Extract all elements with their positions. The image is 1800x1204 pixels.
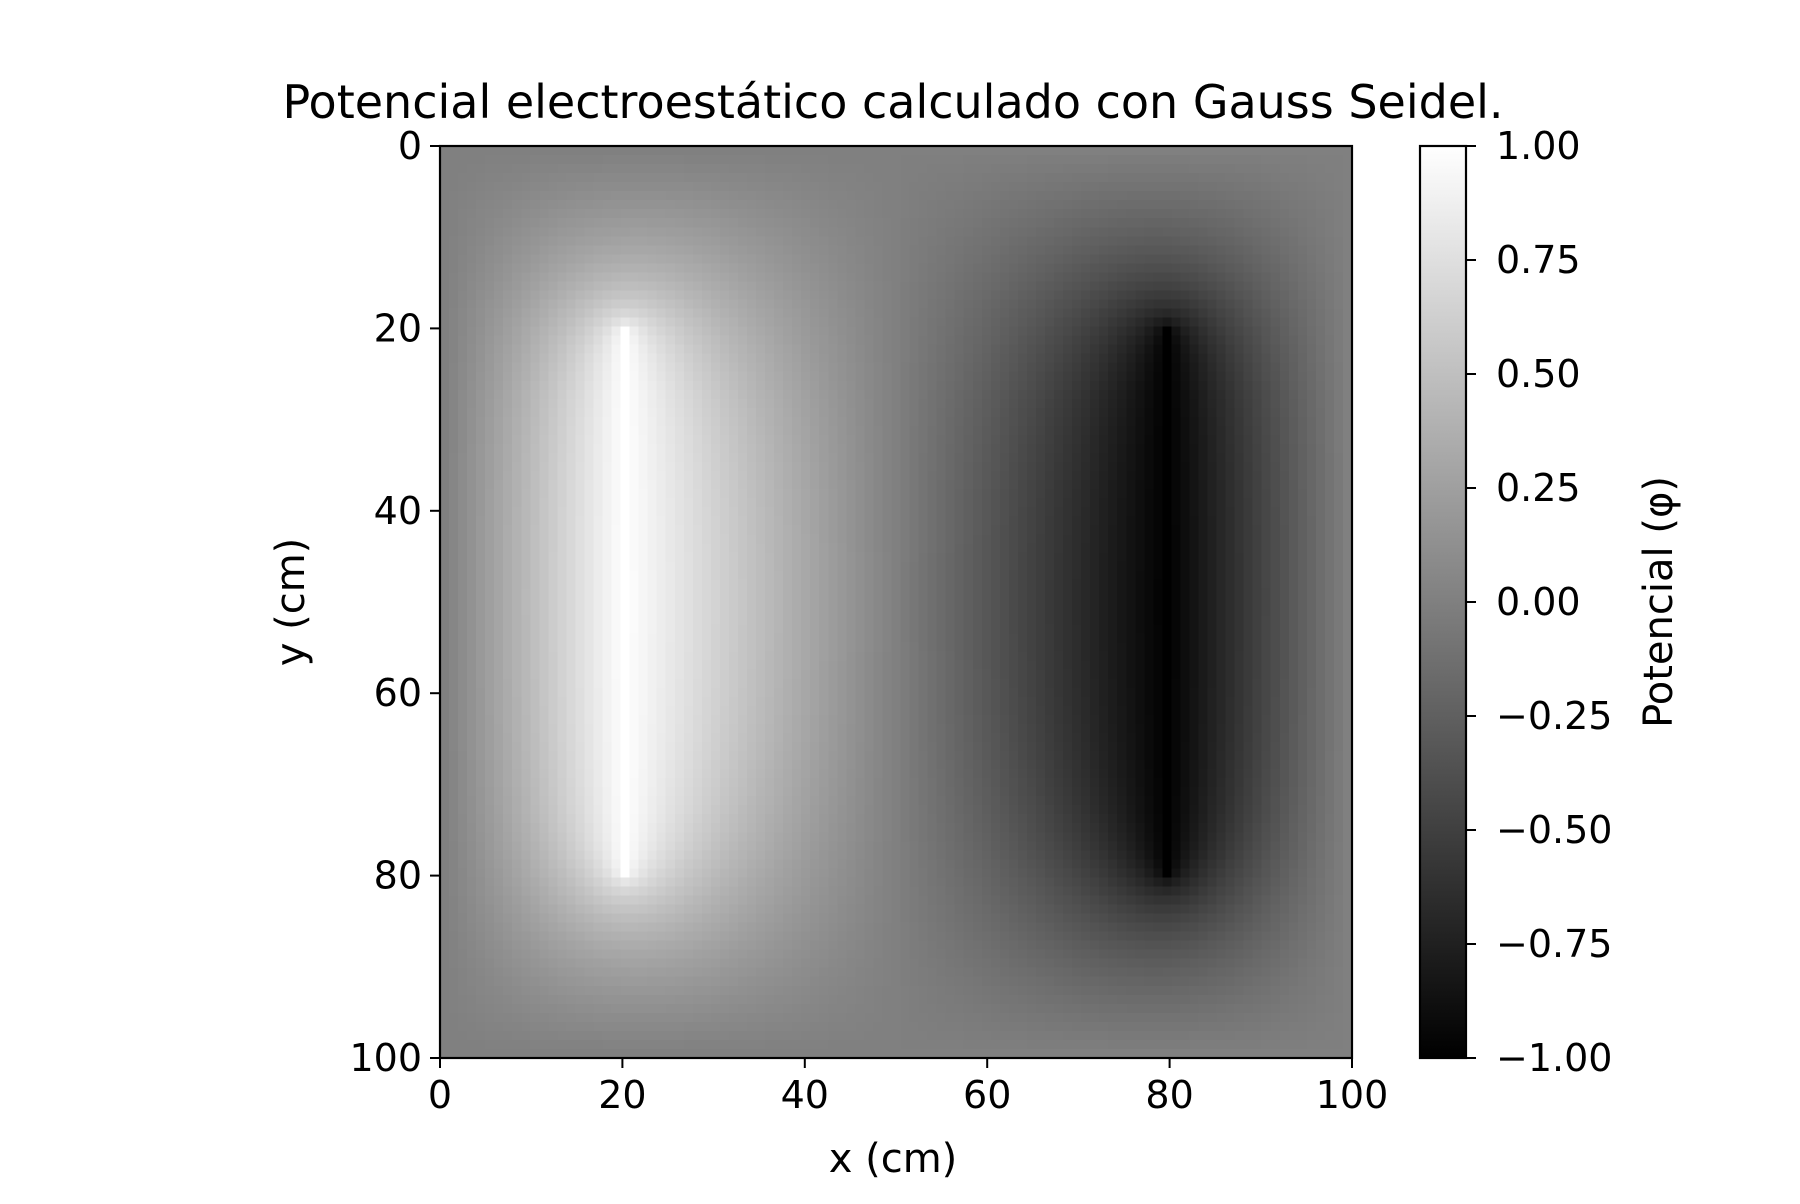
x-axis-title: x (cm) <box>829 1136 958 1182</box>
colorbar-title: Potencial (φ) <box>1636 476 1682 728</box>
colorbar-tick-label: 0.25 <box>1496 466 1581 510</box>
plot-area <box>438 144 1354 1060</box>
plot-frame <box>438 144 1354 1060</box>
x-tick-label: 100 <box>1316 1073 1389 1117</box>
x-tick-label: 60 <box>963 1073 1011 1117</box>
colorbar-tick-label: −0.25 <box>1496 694 1612 738</box>
colorbar-tick-label: 0.50 <box>1496 352 1581 396</box>
colorbar-ticks: 1.00 0.75 0.50 0.25 0.00 −0.25 −0.50 −0.75 −1.00 <box>1466 124 1612 1080</box>
colorbar: 1.00 0.75 0.50 0.25 0.00 −0.25 −0.50 −0.75 −1.00 <box>1418 124 1612 1080</box>
y-axis: 0 20 40 60 80 100 <box>349 124 440 1080</box>
colorbar-tick-label: 0.75 <box>1496 238 1581 282</box>
x-tick-label: 20 <box>598 1073 646 1117</box>
colorbar-tick-label: 0.00 <box>1496 580 1581 624</box>
chart-title: Potencial electroestático calculado con … <box>282 75 1503 129</box>
x-tick-label: 80 <box>1145 1073 1193 1117</box>
colorbar-tick-label: −1.00 <box>1496 1036 1612 1080</box>
y-tick-label: 80 <box>374 854 422 898</box>
x-tick-label: 0 <box>428 1073 452 1117</box>
y-tick-label: 0 <box>398 124 422 168</box>
colorbar-tick-label: 1.00 <box>1496 124 1581 168</box>
y-tick-label: 100 <box>349 1036 422 1080</box>
colorbar-gradient <box>1418 144 1468 1060</box>
colorbar-tick-label: −0.75 <box>1496 922 1612 966</box>
y-axis-title: y (cm) <box>268 538 314 667</box>
colorbar-tick-label: −0.50 <box>1496 808 1612 852</box>
y-tick-label: 60 <box>374 671 422 715</box>
x-tick-label: 40 <box>781 1073 829 1117</box>
potential-heatmap <box>440 146 1352 1058</box>
y-tick-label: 20 <box>374 306 422 350</box>
y-tick-label: 40 <box>374 489 422 533</box>
x-axis: 0 20 40 60 80 100 <box>428 1058 1388 1117</box>
